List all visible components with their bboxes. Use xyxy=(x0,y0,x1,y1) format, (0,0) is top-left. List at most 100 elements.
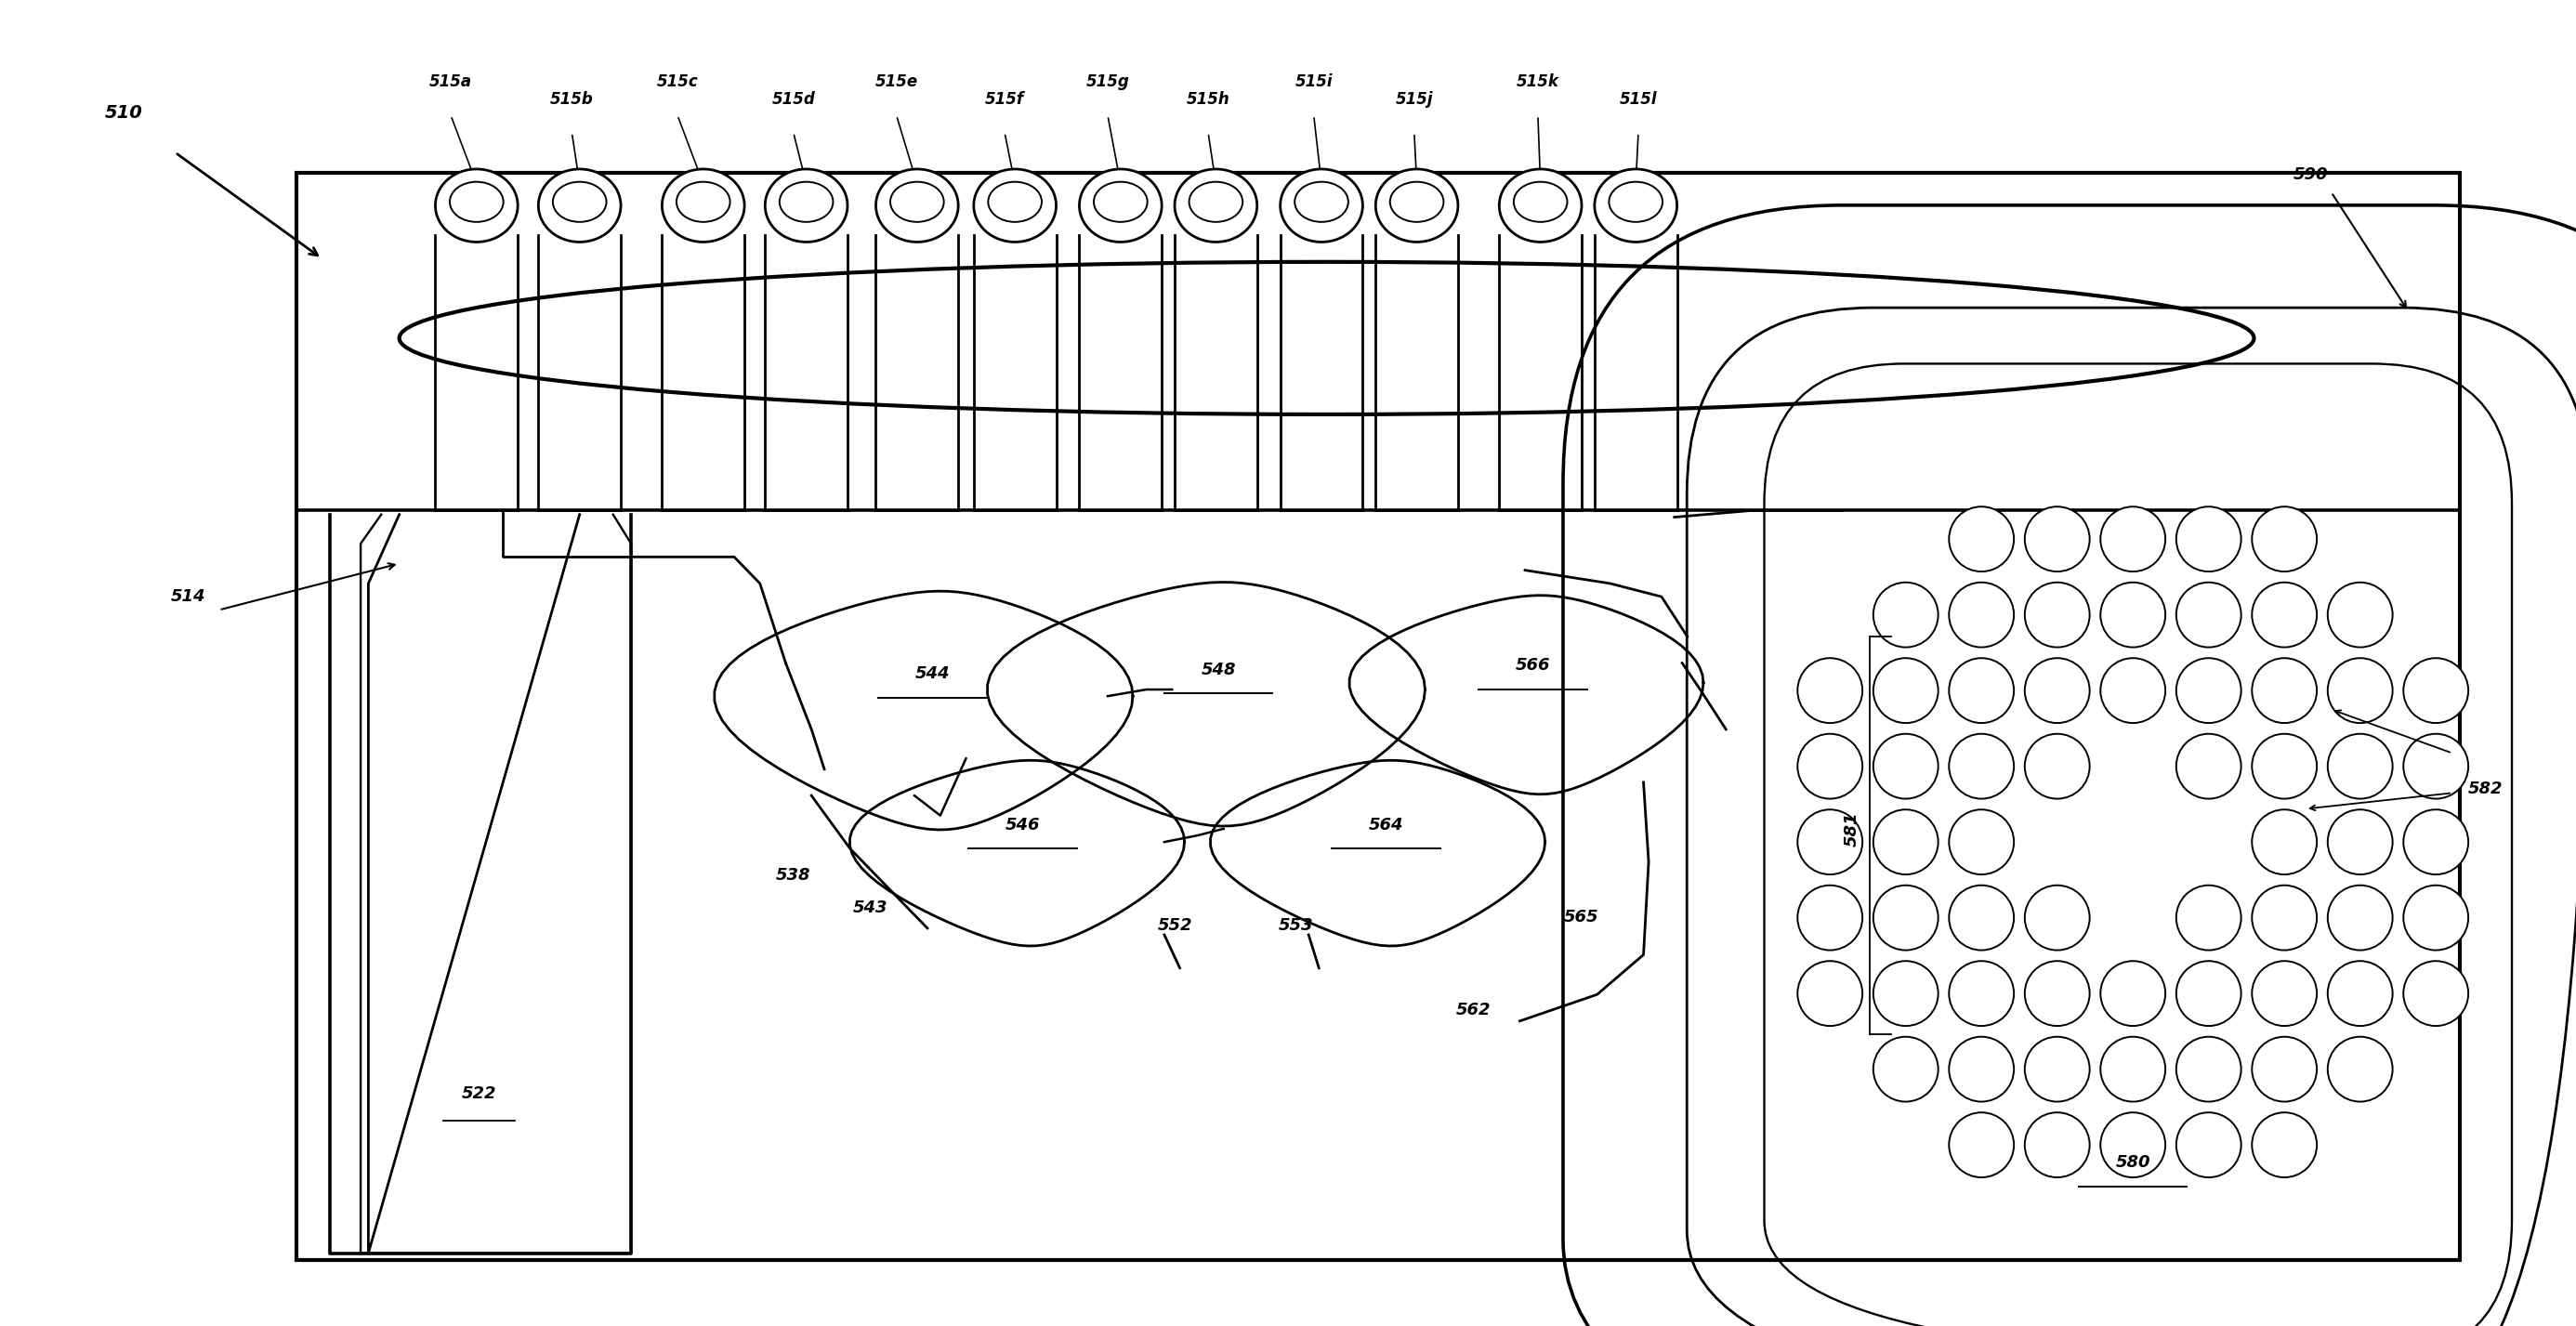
Ellipse shape xyxy=(1079,168,1162,241)
Circle shape xyxy=(2099,961,2166,1026)
Circle shape xyxy=(2099,1113,2166,1177)
Ellipse shape xyxy=(891,182,943,221)
Text: 515h: 515h xyxy=(1188,91,1229,107)
Circle shape xyxy=(2403,961,2468,1026)
Text: 580: 580 xyxy=(2115,1155,2151,1171)
Ellipse shape xyxy=(1095,182,1146,221)
Circle shape xyxy=(2251,658,2316,723)
Ellipse shape xyxy=(1190,182,1242,221)
Circle shape xyxy=(2403,886,2468,951)
Circle shape xyxy=(2251,1037,2316,1102)
Circle shape xyxy=(1798,810,1862,874)
Ellipse shape xyxy=(765,168,848,241)
Text: 515f: 515f xyxy=(984,91,1025,107)
Ellipse shape xyxy=(1175,168,1257,241)
Circle shape xyxy=(1950,961,2014,1026)
Ellipse shape xyxy=(1610,182,1662,221)
Text: 538: 538 xyxy=(775,867,811,883)
Text: 515a: 515a xyxy=(430,74,471,90)
Text: 515c: 515c xyxy=(657,74,698,90)
Ellipse shape xyxy=(554,182,605,221)
Text: 515g: 515g xyxy=(1087,74,1128,90)
Ellipse shape xyxy=(451,182,502,221)
Circle shape xyxy=(1950,1113,2014,1177)
Circle shape xyxy=(2177,733,2241,798)
Circle shape xyxy=(2025,961,2089,1026)
Text: 590: 590 xyxy=(2293,167,2329,183)
Circle shape xyxy=(2329,961,2393,1026)
Circle shape xyxy=(2025,582,2089,647)
Circle shape xyxy=(1950,810,2014,874)
Circle shape xyxy=(2251,1113,2316,1177)
Circle shape xyxy=(2025,507,2089,572)
Circle shape xyxy=(1950,582,2014,647)
Ellipse shape xyxy=(974,168,1056,241)
Text: 515i: 515i xyxy=(1296,74,1332,90)
Text: 543: 543 xyxy=(853,900,889,916)
Circle shape xyxy=(2329,582,2393,647)
Circle shape xyxy=(2099,1037,2166,1102)
Text: 515b: 515b xyxy=(551,91,592,107)
Circle shape xyxy=(1798,961,1862,1026)
Circle shape xyxy=(2099,658,2166,723)
Circle shape xyxy=(2251,507,2316,572)
Circle shape xyxy=(2025,1037,2089,1102)
Circle shape xyxy=(2329,1037,2393,1102)
Ellipse shape xyxy=(1296,182,1347,221)
Circle shape xyxy=(2025,733,2089,798)
Circle shape xyxy=(2251,733,2316,798)
Ellipse shape xyxy=(538,168,621,241)
Ellipse shape xyxy=(876,168,958,241)
Circle shape xyxy=(2403,658,2468,723)
Ellipse shape xyxy=(1595,168,1677,241)
Text: 565: 565 xyxy=(1564,910,1600,926)
Ellipse shape xyxy=(781,182,832,221)
Circle shape xyxy=(2177,1037,2241,1102)
Text: 544: 544 xyxy=(914,666,951,682)
Text: 562: 562 xyxy=(1455,1002,1492,1018)
Circle shape xyxy=(2025,658,2089,723)
Circle shape xyxy=(2403,733,2468,798)
Circle shape xyxy=(2025,1113,2089,1177)
Circle shape xyxy=(2177,658,2241,723)
Circle shape xyxy=(1798,886,1862,951)
Circle shape xyxy=(2403,810,2468,874)
Ellipse shape xyxy=(1515,182,1566,221)
Circle shape xyxy=(2329,886,2393,951)
Ellipse shape xyxy=(1376,168,1458,241)
Circle shape xyxy=(1873,582,1937,647)
Circle shape xyxy=(1873,658,1937,723)
Bar xyxy=(296,172,2460,1260)
Circle shape xyxy=(2329,810,2393,874)
Circle shape xyxy=(2251,582,2316,647)
Text: 522: 522 xyxy=(461,1086,497,1102)
Circle shape xyxy=(1950,733,2014,798)
Circle shape xyxy=(1950,1037,2014,1102)
Circle shape xyxy=(1873,810,1937,874)
Text: 515j: 515j xyxy=(1396,91,1432,107)
Circle shape xyxy=(1798,658,1862,723)
Ellipse shape xyxy=(1280,168,1363,241)
Text: 510: 510 xyxy=(106,103,142,122)
Circle shape xyxy=(2177,961,2241,1026)
Ellipse shape xyxy=(989,182,1041,221)
Text: 515d: 515d xyxy=(773,91,814,107)
Circle shape xyxy=(2177,582,2241,647)
Circle shape xyxy=(2177,1113,2241,1177)
Circle shape xyxy=(1873,733,1937,798)
Circle shape xyxy=(2251,810,2316,874)
Ellipse shape xyxy=(1391,182,1443,221)
Ellipse shape xyxy=(662,168,744,241)
Circle shape xyxy=(1950,658,2014,723)
Circle shape xyxy=(2099,582,2166,647)
Text: 515l: 515l xyxy=(1620,91,1656,107)
Text: 552: 552 xyxy=(1157,918,1193,934)
Circle shape xyxy=(2251,961,2316,1026)
Circle shape xyxy=(1950,507,2014,572)
Circle shape xyxy=(1873,1037,1937,1102)
Ellipse shape xyxy=(1499,168,1582,241)
Text: 566: 566 xyxy=(1515,658,1551,674)
Ellipse shape xyxy=(435,168,518,241)
Circle shape xyxy=(2329,658,2393,723)
Circle shape xyxy=(2177,886,2241,951)
